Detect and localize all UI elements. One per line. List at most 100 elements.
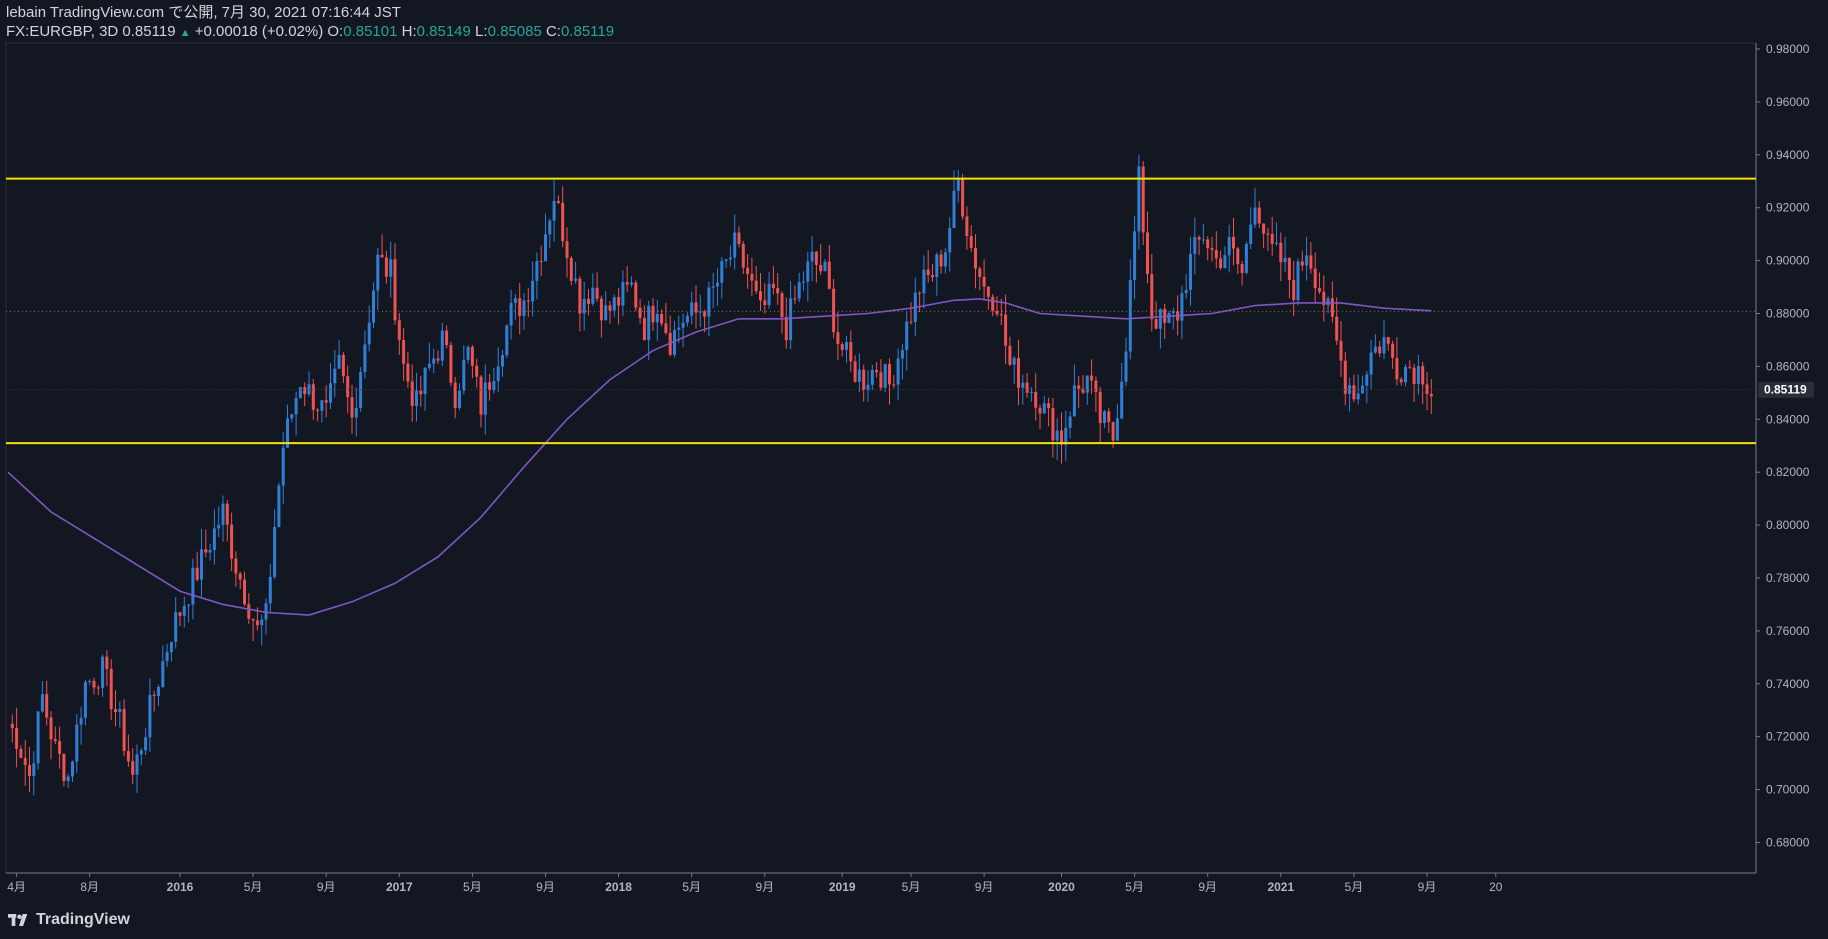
candle-body	[1253, 207, 1257, 225]
candle-body	[174, 612, 178, 642]
candle-body	[1060, 430, 1063, 445]
candle-body	[281, 447, 285, 486]
candle-body	[187, 604, 191, 606]
candle-body	[157, 686, 160, 697]
candle-body	[965, 216, 969, 237]
candle-body	[1244, 243, 1248, 273]
publish-info: lebain TradingView.com で公開, 7月 30, 2021 …	[6, 4, 401, 21]
candle-body	[247, 604, 251, 619]
candle-body	[440, 330, 444, 361]
candle-body	[316, 409, 320, 411]
x-tick-label: 5月	[902, 880, 921, 894]
candle-body	[763, 300, 767, 306]
candle-body	[337, 354, 341, 369]
candle-body	[1047, 403, 1051, 409]
candle-body	[789, 298, 793, 341]
moving-average-line[interactable]	[7, 298, 1432, 616]
up-arrow-icon: ▲	[179, 27, 191, 39]
y-tick-label: 0.88000	[1766, 307, 1810, 321]
candle-body	[737, 232, 741, 244]
y-tick-label: 0.92000	[1766, 201, 1810, 215]
candle-body	[234, 558, 238, 574]
candle-body	[118, 709, 122, 713]
candle-body	[604, 305, 608, 321]
candle-body	[1068, 416, 1072, 428]
candle-body	[320, 400, 324, 411]
candle-body	[40, 694, 44, 712]
candle-body	[1404, 366, 1407, 383]
y-tick-label: 0.78000	[1766, 571, 1810, 585]
candle-body	[1249, 224, 1253, 244]
candle-body	[488, 382, 492, 391]
candle-body	[92, 680, 96, 688]
candle-body	[638, 307, 642, 318]
y-tick-label: 0.82000	[1766, 465, 1810, 479]
y-tick-label: 0.96000	[1766, 95, 1810, 109]
tradingview-logo-icon	[8, 914, 28, 926]
candle-body	[191, 567, 195, 605]
candle-body	[475, 365, 479, 377]
candle-body	[1008, 345, 1012, 365]
candle-body	[1115, 418, 1119, 441]
candle-body	[1287, 257, 1291, 281]
candle-body	[892, 384, 896, 386]
candle-body	[1085, 375, 1089, 393]
candle-body	[552, 200, 556, 221]
candle-body	[952, 190, 956, 228]
candle-body	[410, 381, 414, 406]
close-value: 0.85119	[560, 23, 615, 40]
candle-body	[746, 267, 750, 274]
candle-body	[367, 322, 371, 345]
candle-body	[462, 359, 466, 391]
ohlc-legend[interactable]: FX:EURGBP, 3D 0.85119 ▲ +0.00018 (+0.02%…	[6, 23, 614, 42]
candle-body	[36, 711, 40, 764]
candle-body	[1171, 311, 1175, 314]
candle-body	[1386, 337, 1390, 344]
candle-body	[1081, 388, 1085, 393]
candle-body	[625, 282, 629, 285]
candle-body	[720, 260, 724, 283]
candle-body	[273, 527, 277, 577]
candle-body	[685, 315, 689, 323]
y-tick-label: 0.76000	[1766, 624, 1810, 638]
candle-body	[814, 251, 818, 265]
tradingview-branding[interactable]: TradingView	[8, 911, 130, 929]
candle-body	[1103, 411, 1106, 424]
candle-body	[71, 761, 74, 777]
candle-body	[780, 293, 784, 318]
candle-body	[1064, 427, 1068, 445]
candle-body	[152, 694, 156, 697]
candle-body	[376, 254, 380, 291]
candle-body	[857, 369, 861, 382]
candle-body	[1296, 261, 1300, 301]
candle-body	[909, 321, 913, 323]
candle-body	[660, 313, 664, 324]
x-tick-label: 9月	[536, 880, 555, 894]
close-label: C:	[545, 23, 561, 40]
candle-body	[1223, 255, 1227, 269]
candle-body	[986, 286, 990, 297]
candle-body	[96, 687, 100, 689]
open-label: O:	[327, 23, 344, 40]
candle-body	[161, 661, 165, 687]
candle-body	[776, 288, 780, 294]
x-tick-label: 2016	[167, 880, 194, 894]
candle-body	[599, 298, 603, 321]
candle-body	[1425, 384, 1429, 395]
price-tag-label: 0.85119	[1764, 383, 1807, 397]
candle-body	[1262, 223, 1266, 234]
candle-body	[918, 292, 922, 294]
candle-body	[221, 503, 225, 525]
candle-body	[767, 283, 771, 306]
x-tick-label: 20	[1489, 880, 1503, 894]
candle-body	[935, 254, 939, 278]
candle-body	[1257, 207, 1261, 224]
candle-body	[703, 311, 707, 317]
candle-body	[827, 261, 831, 289]
candle-body	[617, 297, 621, 306]
candle-body	[1395, 357, 1399, 380]
x-tick-label: 9月	[317, 880, 336, 894]
candle-body	[324, 400, 328, 403]
candle-body	[139, 750, 143, 755]
